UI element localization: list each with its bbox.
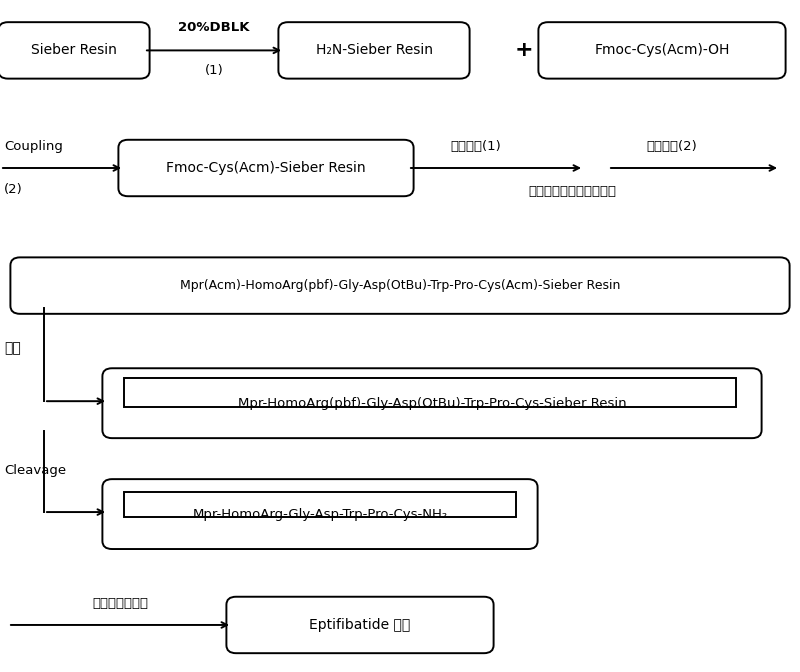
Text: Mpr-HomoArg-Gly-Asp-Trp-Pro-Cys-NH₂: Mpr-HomoArg-Gly-Asp-Trp-Pro-Cys-NH₂ (192, 507, 448, 521)
Text: 重复步骤(1): 重复步骤(1) (450, 140, 502, 153)
Text: Sieber Resin: Sieber Resin (31, 44, 117, 57)
Text: Mpr(Acm)-HomoArg(pbf)-Gly-Asp(OtBu)-Trp-Pro-Cys(Acm)-Sieber Resin: Mpr(Acm)-HomoArg(pbf)-Gly-Asp(OtBu)-Trp-… (180, 279, 620, 292)
Text: Fmoc-Cys(Acm)-OH: Fmoc-Cys(Acm)-OH (594, 44, 730, 57)
FancyBboxPatch shape (278, 22, 470, 79)
FancyBboxPatch shape (0, 22, 150, 79)
FancyBboxPatch shape (102, 479, 538, 549)
Bar (124, 378, 736, 407)
FancyBboxPatch shape (226, 597, 494, 653)
Text: Cleavage: Cleavage (4, 464, 66, 477)
Text: Eptifibatide 精肽: Eptifibatide 精肽 (310, 618, 410, 632)
Text: (1): (1) (205, 64, 223, 77)
Text: Coupling: Coupling (4, 140, 63, 153)
Text: 20%DBLK: 20%DBLK (178, 21, 250, 34)
FancyBboxPatch shape (538, 22, 786, 79)
Text: (2): (2) (4, 183, 22, 196)
Text: 氧化: 氧化 (4, 341, 21, 355)
Text: Mpr-HomoArg(pbf)-Gly-Asp(OtBu)-Trp-Pro-Cys-Sieber Resin: Mpr-HomoArg(pbf)-Gly-Asp(OtBu)-Trp-Pro-C… (238, 396, 626, 410)
Text: H₂N-Sieber Resin: H₂N-Sieber Resin (315, 44, 433, 57)
FancyBboxPatch shape (102, 368, 762, 438)
Text: +: + (514, 40, 534, 60)
Bar (124, 492, 516, 517)
Text: 完成剩余六个氨基酸偶联: 完成剩余六个氨基酸偶联 (528, 185, 616, 198)
Text: Fmoc-Cys(Acm)-Sieber Resin: Fmoc-Cys(Acm)-Sieber Resin (166, 161, 366, 175)
FancyBboxPatch shape (10, 257, 790, 314)
FancyBboxPatch shape (118, 140, 414, 196)
Text: 重复步骤(2): 重复步骤(2) (646, 140, 698, 153)
Text: 分离纯化、冻干: 分离纯化、冻干 (92, 597, 148, 610)
